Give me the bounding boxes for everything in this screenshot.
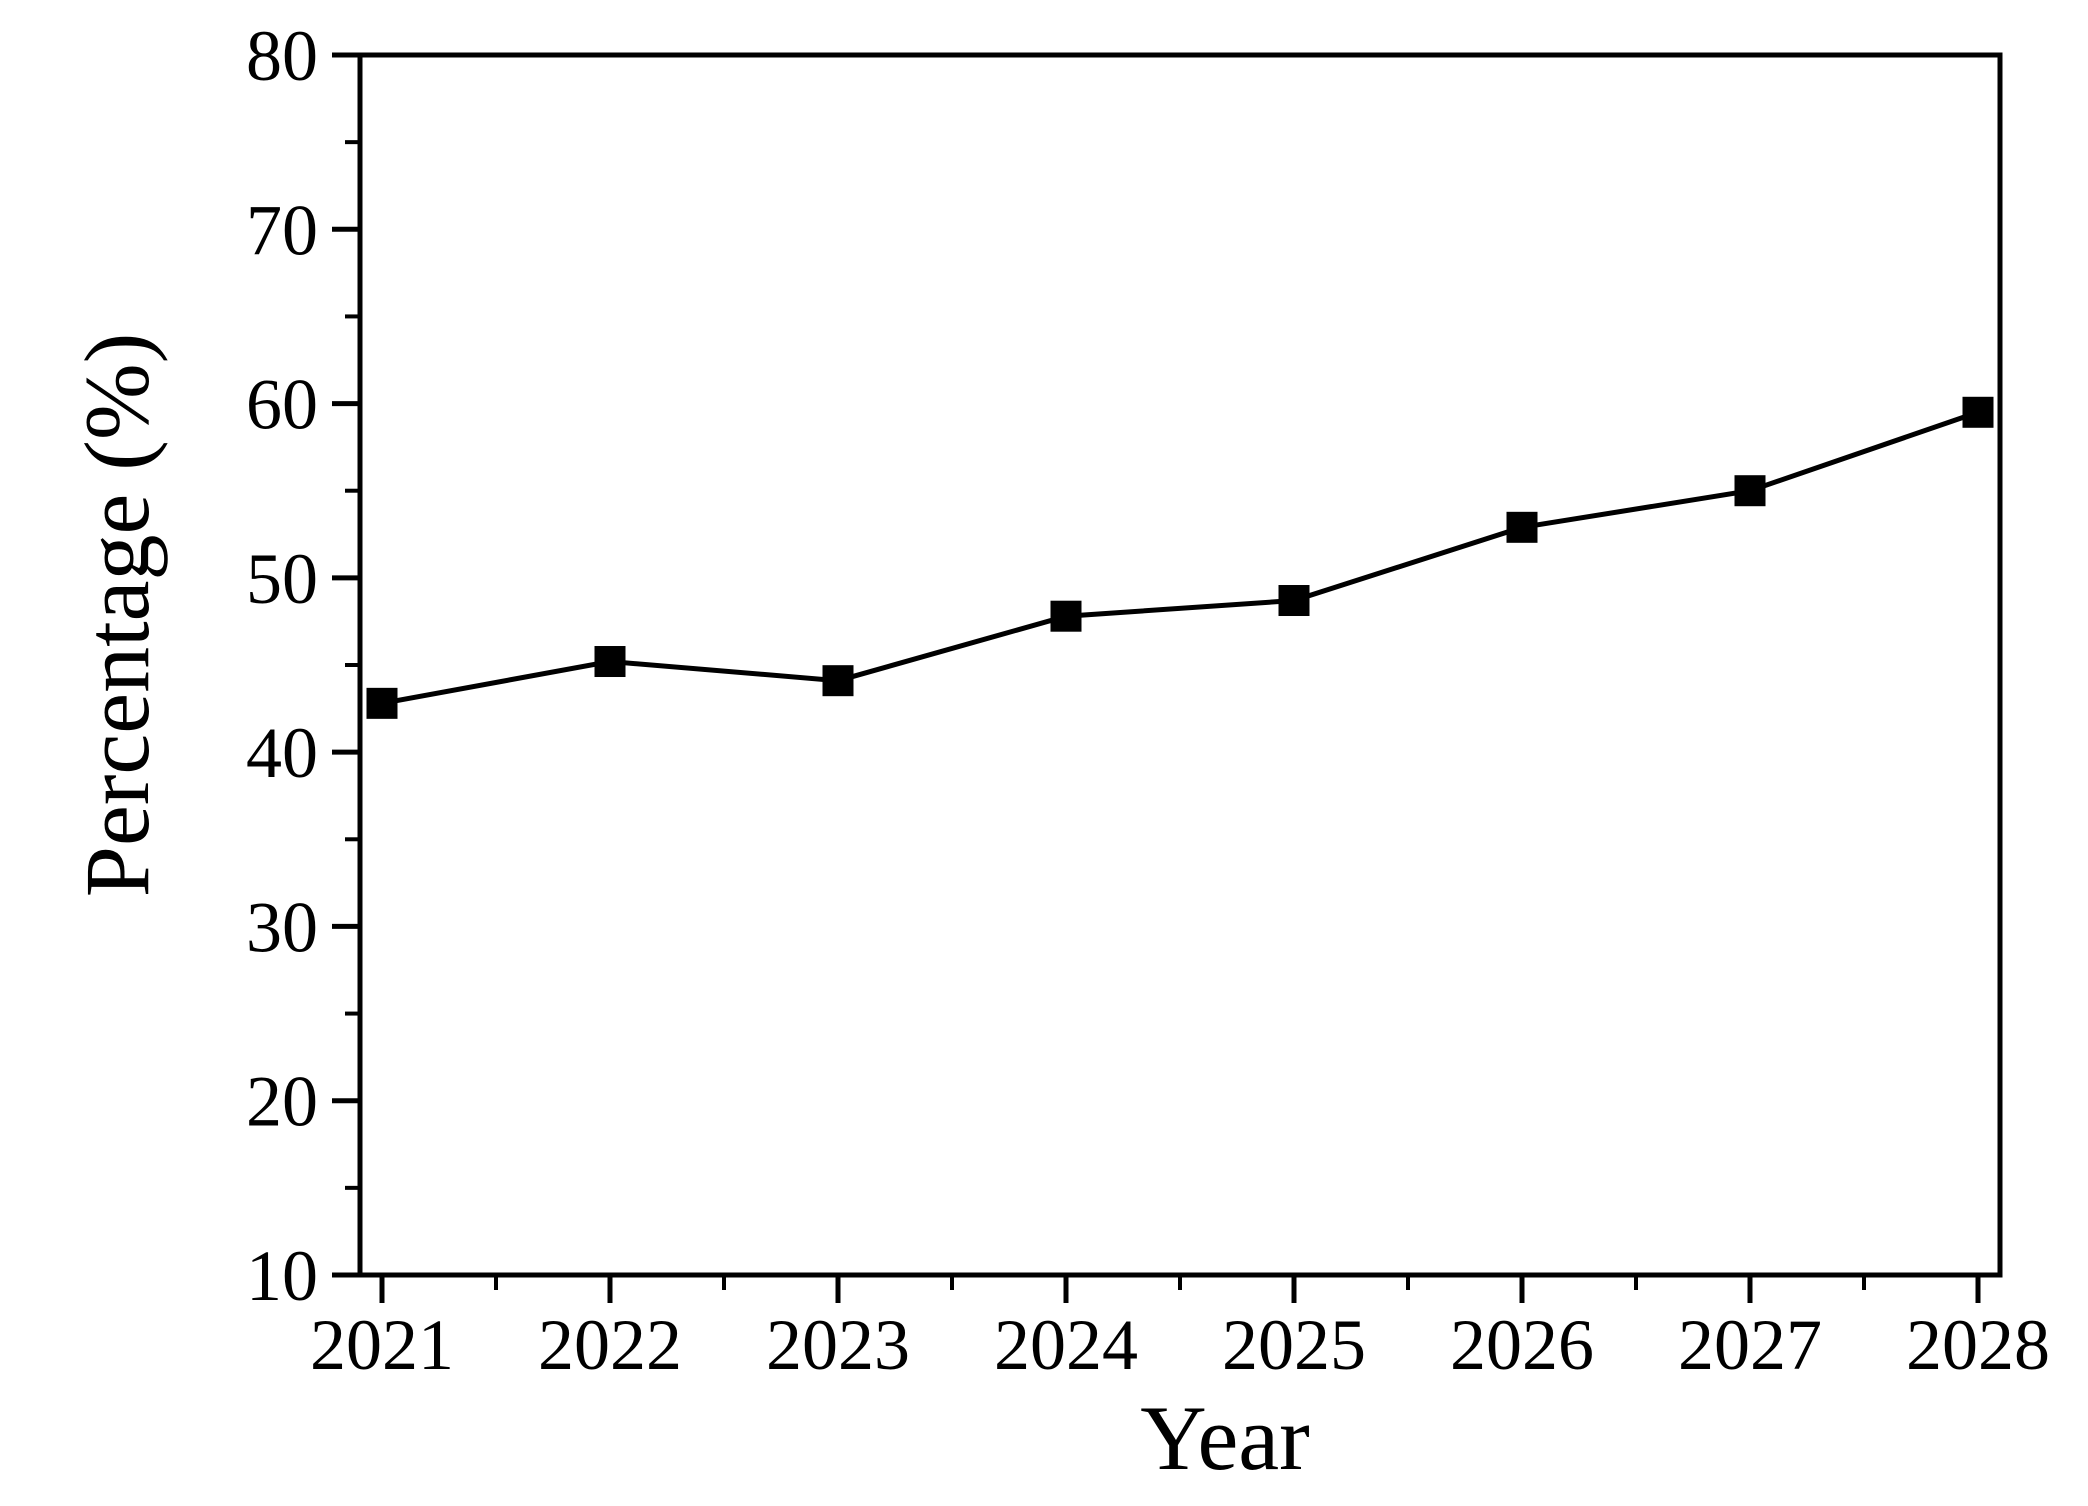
x-tick-label: 2024 xyxy=(994,1305,1138,1385)
y-tick-label: 80 xyxy=(246,16,318,96)
data-point-marker xyxy=(1278,585,1310,617)
data-point-marker xyxy=(822,665,854,697)
data-point-marker xyxy=(1050,600,1082,632)
x-tick-label: 2027 xyxy=(1678,1305,1822,1385)
x-tick-label: 2028 xyxy=(1906,1305,2050,1385)
y-tick-label: 50 xyxy=(246,539,318,619)
data-point-marker xyxy=(1962,396,1994,428)
y-tick-label: 10 xyxy=(246,1236,318,1316)
x-tick-label: 2021 xyxy=(310,1305,454,1385)
data-point-marker xyxy=(1506,511,1538,543)
y-tick-label: 40 xyxy=(246,713,318,793)
x-tick-label: 2025 xyxy=(1222,1305,1366,1385)
y-tick-label: 60 xyxy=(246,365,318,445)
y-tick-label: 20 xyxy=(246,1062,318,1142)
data-point-marker xyxy=(1734,475,1766,507)
x-tick-label: 2023 xyxy=(766,1305,910,1385)
y-tick-label: 70 xyxy=(246,190,318,270)
x-tick-label: 2022 xyxy=(538,1305,682,1385)
y-tick-label: 30 xyxy=(246,887,318,967)
y-axis-title: Percentage (%) xyxy=(66,332,168,898)
x-axis-title: Year xyxy=(1140,1387,1310,1489)
data-line xyxy=(381,409,1979,706)
data-point-marker xyxy=(594,646,626,678)
data-point-marker xyxy=(366,687,398,719)
x-tick-label: 2026 xyxy=(1450,1305,1594,1385)
